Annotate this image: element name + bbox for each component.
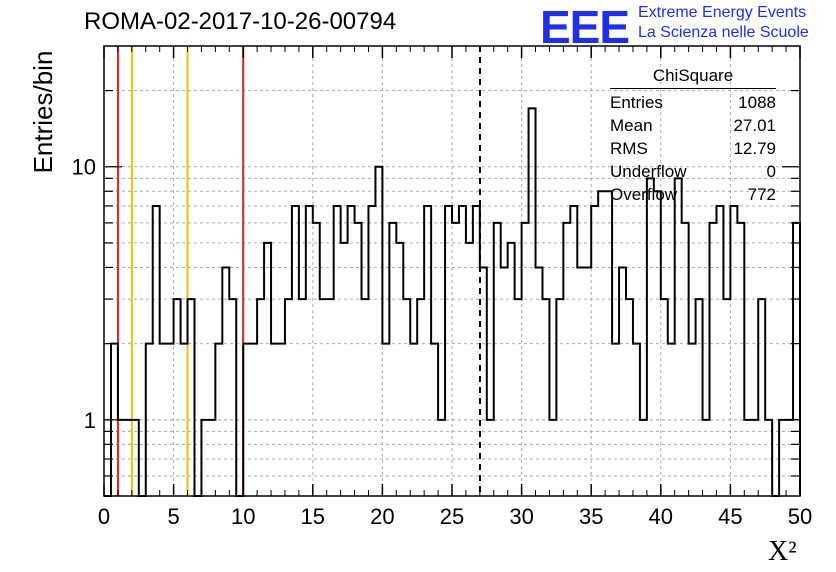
stats-value: 12.79 [733,139,776,158]
y-tick-label: 10 [72,155,96,180]
stats-value: 0 [766,162,776,181]
stats-row: RMS 12.79 [610,139,776,162]
x-tick-label: 45 [718,504,742,529]
stats-title: ChiSquare [610,66,776,89]
y-axis-label: Entries/bin [28,50,58,174]
eee-logo: EEE [540,1,630,53]
stats-row: Mean 27.01 [610,116,776,139]
x-tick-label: 40 [649,504,673,529]
y-tick-label: 1 [84,408,96,433]
stats-box: ChiSquare Entries 1088 Mean 27.01 RMS 12.79… [610,66,776,208]
run-title: ROMA-02-2017-10-26-00794 [84,8,397,35]
histogram-outline [104,107,801,497]
stats-label: RMS [610,139,648,158]
x-tick-label: 25 [440,504,464,529]
x-tick-label: 50 [788,504,812,529]
x-tick-label: 10 [231,504,255,529]
x-axis-label: X² [768,536,797,567]
stats-value: 1088 [738,93,776,112]
stats-label: Underflow [610,162,687,181]
stats-label: Entries [610,93,663,112]
x-tick-label: 15 [301,504,325,529]
logo-tagline-1: Extreme Energy Events [638,4,807,21]
x-tick-label: 20 [370,504,394,529]
grid [104,46,800,496]
logo-tagline-2: La Scienza nelle Scuole [638,24,809,41]
stats-value: 772 [747,185,776,204]
stats-row: Underflow 0 [610,162,776,185]
x-tick-label: 0 [98,504,110,529]
stats-row: Overflow 772 [610,185,776,208]
x-tick-label: 35 [579,504,603,529]
stats-label: Mean [610,116,653,135]
stats-row: Entries 1088 [610,93,776,116]
x-tick-label: 30 [509,504,533,529]
axis-ticks: 0 5 10 15 20 25 30 35 40 45 50 1 10 [72,46,812,529]
stats-label: Overflow [610,185,678,204]
stats-value: 27.01 [733,116,776,135]
x-tick-label: 5 [167,504,179,529]
